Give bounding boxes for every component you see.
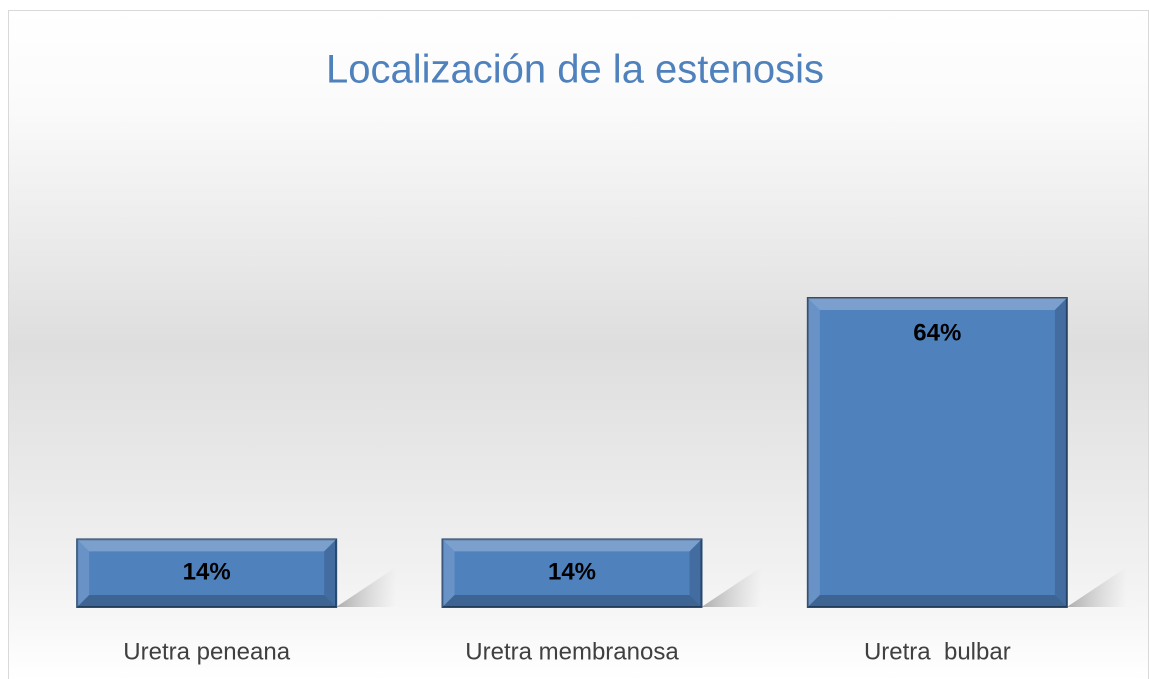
bar xyxy=(441,538,703,608)
bar xyxy=(806,297,1068,608)
bar-shadow xyxy=(701,567,762,607)
chart-title: Localización de la estenosis xyxy=(326,48,824,92)
bar-bevel xyxy=(689,539,702,607)
x-tick-label: Uretra bulbar xyxy=(864,638,1011,665)
bar-bevel xyxy=(442,539,455,607)
bar xyxy=(76,538,338,608)
bar-bevel xyxy=(77,539,337,552)
bar-shadow xyxy=(1066,567,1127,607)
bar-bevel xyxy=(442,539,702,552)
bar-bevel xyxy=(807,298,1067,310)
bar-bevel xyxy=(1054,298,1067,607)
bar-bevel xyxy=(807,298,820,607)
bar-shadow xyxy=(336,567,397,607)
data-label: 64% xyxy=(913,319,961,346)
data-label: 14% xyxy=(548,559,596,586)
bar-bevel xyxy=(442,595,702,607)
x-tick-label: Uretra membranosa xyxy=(465,638,679,665)
data-label: 14% xyxy=(183,559,231,586)
bar-bevel xyxy=(324,539,337,607)
bar-bevel xyxy=(77,539,90,607)
x-tick-label: Uretra peneana xyxy=(123,638,290,665)
bar-bevel xyxy=(77,595,337,607)
bar-bevel xyxy=(807,595,1067,607)
